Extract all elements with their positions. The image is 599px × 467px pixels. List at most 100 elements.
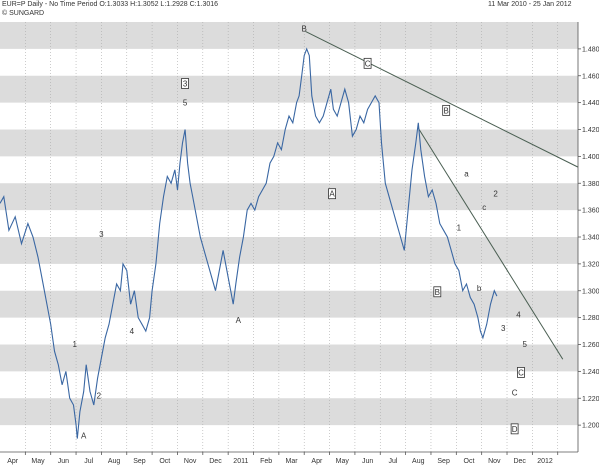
x-tick-label: May [31,458,45,465]
x-tick-label: Oct [464,458,475,465]
y-tick-label: 1.4600 [582,73,599,80]
wave-label: c [482,203,486,212]
wave-label-box [363,57,372,69]
wave-label: B [433,286,442,298]
x-tick-label: Dec [209,458,222,465]
y-tick-label: 1.3800 [582,181,599,188]
wave-label-text: a [464,170,469,179]
y-tick-label: 1.2200 [582,396,599,403]
wave-label: A [81,432,87,441]
wave-label: 5 [183,98,188,107]
wave-label-text: C [365,59,371,68]
grid-band [0,22,578,49]
grid-band [0,344,578,372]
wave-label-text: 4 [516,311,521,320]
wave-label-text: C [512,389,518,398]
wave-label: 1 [457,223,462,232]
x-tick-label: Apr [311,458,323,465]
wave-label-text: 4 [130,327,135,336]
wave-label-text: A [236,316,242,325]
grid-band [0,183,578,211]
trendline-layer [305,30,579,360]
price-line [0,47,498,439]
grid-band [0,129,578,157]
x-tick-label: Feb [260,458,272,465]
x-tick-label: Jun [362,458,373,465]
wave-label: 3 [99,230,104,239]
wave-label: D [510,423,519,435]
y-tick-label: 1.2400 [582,369,599,376]
wave-label-box [328,188,336,200]
wave-label-text: D [512,425,518,434]
y-tick-label: 1.4200 [582,127,599,134]
x-tick-label: 2011 [233,458,248,465]
wave-label-box [442,104,451,116]
x-tick-label: Nov [488,458,501,465]
wave-label-text: A [329,190,335,199]
wave-label: A [328,188,336,200]
y-tick-label: 1.4800 [582,46,599,53]
x-tick-label: Oct [159,458,170,465]
wave-label-text: B [444,106,449,115]
wave-label-text: c [482,203,486,212]
wave-label: 2 [97,391,102,400]
wave-label: 5 [523,340,528,349]
y-tick-label: 1.2800 [582,315,599,322]
wave-label: 3 [501,324,506,333]
y-tick-label: 1.2600 [582,342,599,349]
wave-label-text: 1 [73,340,78,349]
x-tick-label: Sep [133,458,146,465]
wave-label: 3 [181,78,189,89]
date-range: 11 Mar 2010 - 25 Jan 2012 [488,1,572,8]
wave-label-box [433,286,442,298]
y-tick-label: 1.3200 [582,261,599,268]
grid-band [0,75,578,103]
y-axis: 1.2000 1.2200 1.2400 1.2600 1.2800 1.3000 1.32… [577,22,599,452]
x-tick-label: Sep [437,458,450,465]
x-tick-label: Jun [58,458,69,465]
grid-band [0,237,578,264]
wave-label: C [512,389,518,398]
y-tick-label: 1.3400 [582,235,599,242]
y-tick-label: 1.2000 [582,423,599,430]
wave-label: C [363,57,372,69]
wave-label-text: 3 [183,80,188,89]
wave-label-text: 5 [523,340,528,349]
y-tick-label: 1.4400 [582,100,599,107]
wave-label: 1 [73,340,78,349]
x-tick-label: May [336,458,350,465]
wave-label-box [181,78,189,89]
x-tick-label: 2012 [537,458,553,465]
x-tick-label: Jul [388,458,397,465]
wave-label-text: 2 [97,391,102,400]
trendline [305,30,579,168]
trendline [417,127,564,360]
grid-band [0,398,578,426]
y-tick-label: 1.4000 [582,154,599,161]
wave-label-text: b [477,284,482,293]
wave-label: 4 [516,311,521,320]
x-tick-label: Aug [412,458,425,465]
wave-label: 4 [130,327,135,336]
x-axis: Apr May Jun Jul Aug Sep Oct Nov Dec 2011 Feb Mar Apr… [0,451,578,465]
wave-label: C [517,367,525,378]
grid-band [0,290,578,318]
wave-label: B [302,24,307,33]
wave-label-text: 3 [501,324,506,333]
x-tick-label: Aug [108,458,121,465]
x-tick-label: Nov [184,458,197,465]
chart-title: EUR=P Daily - No Time Period O:1.3033 H:… [2,1,219,8]
wave-label-text: B [435,288,440,297]
wave-label-text: 2 [493,190,498,199]
wave-label: b [477,284,482,293]
source-label: © SUNGARD [2,10,45,17]
wave-label: B [442,104,451,116]
y-tick-label: 1.3600 [582,208,599,215]
x-tick-label: Dec [513,458,526,465]
wave-label: A [236,316,242,325]
wave-label-box [510,423,519,435]
x-tick-label: Jul [84,458,93,465]
wave-label: a [464,170,469,179]
